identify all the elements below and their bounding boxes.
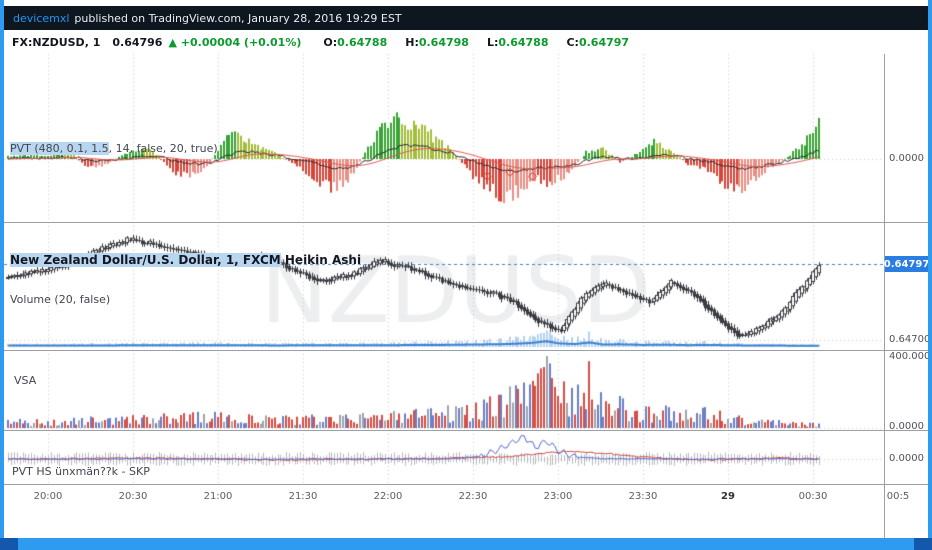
close-value: C:0.64797 [566, 35, 630, 49]
frame-left-border [0, 0, 4, 550]
price-change-text: +0.00004 (+0.01%) [180, 35, 302, 49]
time-label: 20:00 [33, 491, 63, 502]
time-label: 22:30 [458, 491, 488, 502]
volume-legend[interactable]: Volume (20, false) [10, 293, 111, 306]
frame-corner-left [0, 538, 18, 550]
axis-label-vsa-bottom: 0.0000 [889, 421, 924, 432]
pvt-legend-rest: , 14, false, 20, true) [108, 142, 218, 155]
pane-separator-2[interactable] [4, 350, 928, 351]
time-label: 23:00 [543, 491, 573, 502]
pvt-legend[interactable]: PVT (480, 0.1, 1.5, 14, false, 20, true) [10, 142, 218, 155]
time-label: 00:30 [798, 491, 828, 502]
frame-corner-right [914, 538, 932, 550]
last-price-value: 0.64796 [112, 35, 163, 49]
symbol-info-bar: FX:NZDUSD, 1 0.64796 ▲ +0.00004 (+0.01%)… [4, 30, 928, 54]
time-label: 21:00 [203, 491, 233, 502]
price-change: ▲ +0.00004 (+0.01%) [168, 36, 301, 49]
price-axis-column[interactable] [884, 54, 928, 538]
time-axis[interactable]: 20:00 20:30 21:00 21:30 22:00 22:30 23:00 23:30… [4, 484, 928, 538]
axis-label-vsa-top: 400.0000 [889, 351, 932, 362]
axis-label-pvths-zero: 0.0000 [889, 453, 924, 464]
pvt-legend-selected: PVT (480, 0.1, 1.5 [10, 142, 109, 155]
pane-separator-1[interactable] [4, 222, 928, 223]
pane-separator-3[interactable] [4, 430, 928, 431]
axis-label-pvt-zero: 0.0000 [889, 153, 924, 164]
time-label: 29 [721, 491, 735, 502]
time-label: 00:5 [886, 491, 910, 502]
time-axis-border [4, 484, 928, 485]
time-label: 23:30 [628, 491, 658, 502]
main-legend-rest: Heikin Ashi [280, 253, 362, 267]
main-legend-selected: New Zealand Dollar/U.S. Dollar, 1, FXCM [10, 253, 281, 267]
pvths-legend[interactable]: PVT HS ünxmän??k - SKP [12, 465, 150, 478]
publish-bar: devicemxl published on TradingView.com, … [4, 6, 928, 30]
publisher-username-link[interactable]: devicemxl [13, 11, 70, 25]
chart-area: PVT (480, 0.1, 1.5, 14, false, 20, true)… [4, 54, 932, 538]
open-value: O:0.64788 [323, 35, 388, 49]
frame-bottom-bar [0, 538, 932, 550]
last-price-badge: 0.64797 [884, 256, 929, 272]
time-label: 21:30 [288, 491, 318, 502]
high-value: H:0.64798 [405, 35, 469, 49]
low-value: L:0.64788 [486, 35, 549, 49]
axis-label-price-low: 0.64700 [889, 334, 931, 345]
up-arrow-icon: ▲ [168, 35, 177, 49]
main-series-legend[interactable]: New Zealand Dollar/U.S. Dollar, 1, FXCM … [10, 253, 361, 267]
chart-canvas[interactable] [4, 54, 884, 484]
time-label: 22:00 [373, 491, 403, 502]
frame-right-border [928, 0, 932, 550]
publish-info-text: published on TradingView.com, January 28… [74, 11, 402, 25]
time-label: 20:30 [118, 491, 148, 502]
symbol-name[interactable]: FX:NZDUSD, 1 [12, 35, 101, 49]
vsa-legend[interactable]: VSA [14, 374, 37, 387]
